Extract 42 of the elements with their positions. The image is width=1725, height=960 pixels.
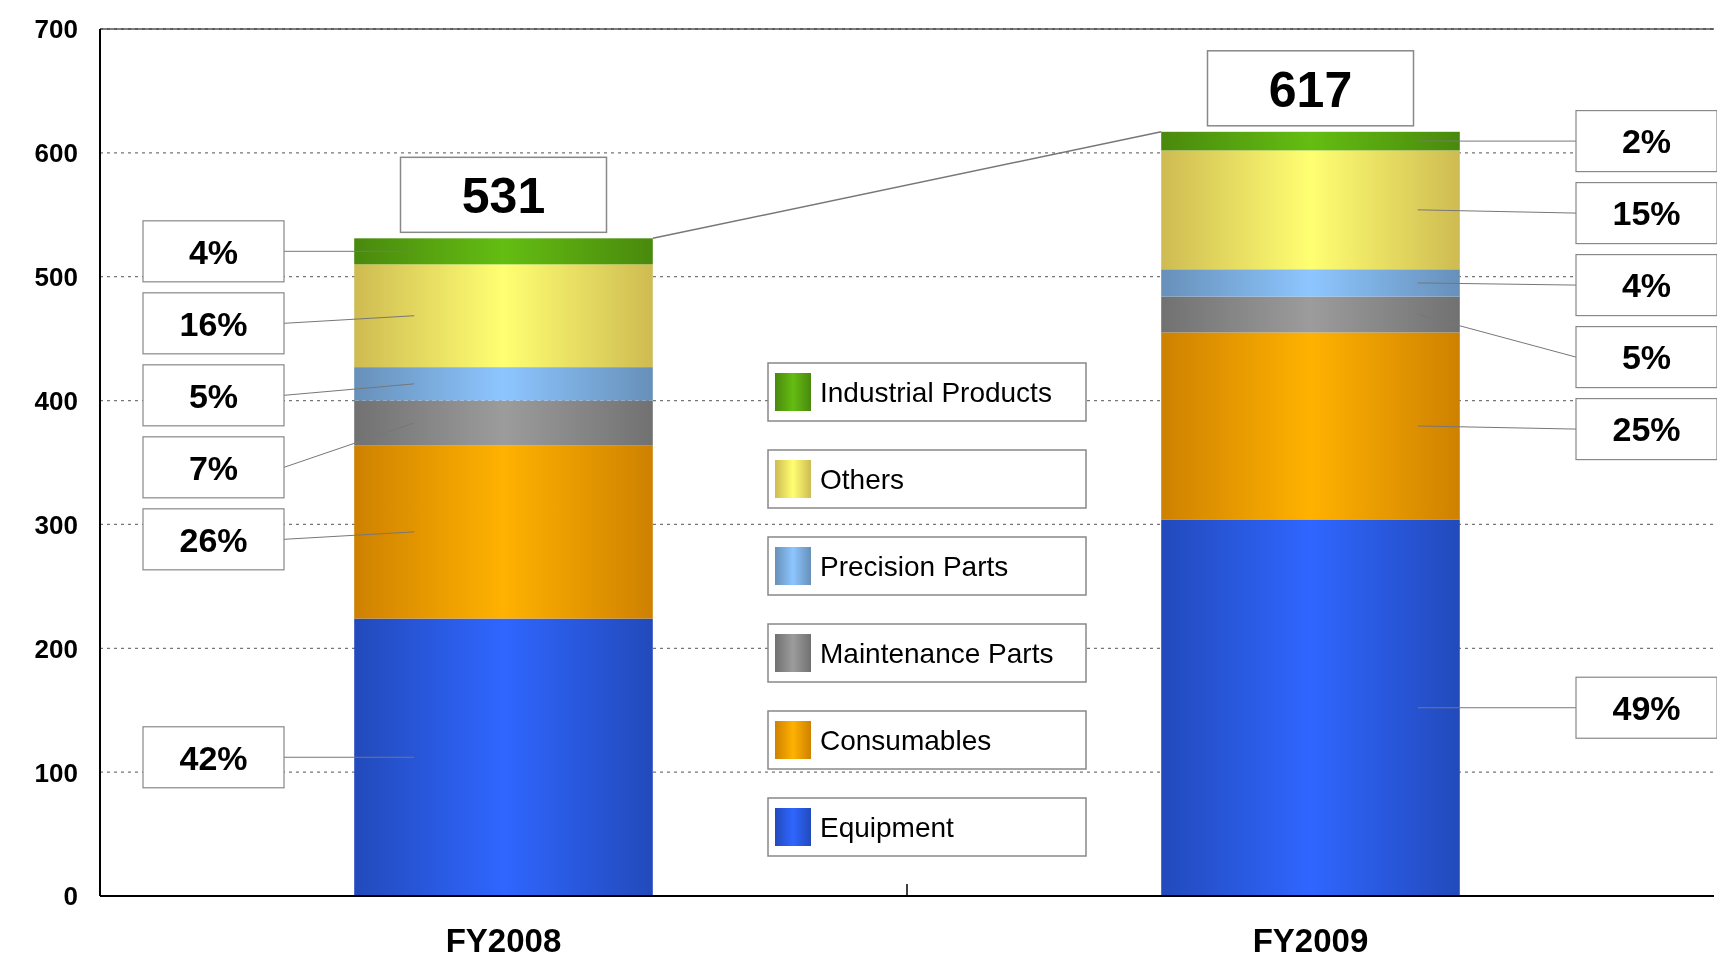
y-tick-label: 700: [34, 14, 78, 45]
y-tick-label: 300: [34, 509, 78, 540]
annotation: 5%: [1621, 338, 1672, 377]
bar: [1161, 269, 1460, 297]
annotation: 2%: [1621, 122, 1672, 161]
annotation: 49%: [1612, 688, 1681, 727]
annotation: 4%: [1621, 266, 1672, 305]
bar: [354, 618, 653, 896]
y-tick-label: 600: [34, 138, 78, 169]
bar: [1161, 296, 1460, 333]
total-label: 531: [461, 168, 546, 225]
legend-label: Equipment: [820, 812, 955, 844]
y-tick-label: 400: [34, 385, 78, 416]
annotation: 25%: [1612, 410, 1681, 449]
legend-label: Others: [820, 464, 905, 496]
bar: [1161, 131, 1460, 151]
y-tick-label: 200: [34, 633, 78, 664]
y-tick-label: 100: [34, 757, 78, 788]
x-tick-label: FY2009: [1252, 922, 1369, 959]
annotation: 5%: [188, 376, 239, 415]
annotation: 16%: [179, 304, 248, 343]
legend-label: Industrial Products: [820, 377, 1052, 409]
bar: [1161, 519, 1460, 896]
x-tick-label: FY2008: [445, 922, 562, 959]
bar: [354, 238, 653, 265]
legend-label: Precision Parts: [820, 551, 1009, 583]
legend-label: Maintenance Parts: [820, 638, 1054, 670]
y-tick-label: 500: [34, 262, 78, 293]
annotation: 26%: [179, 520, 248, 559]
bar: [354, 400, 653, 446]
bar: [354, 367, 653, 401]
bar: [1161, 150, 1460, 270]
legend-label: Consumables: [820, 725, 992, 757]
bar: [354, 445, 653, 619]
annotation: 15%: [1612, 194, 1681, 233]
bar: [1161, 332, 1460, 520]
annotation: 4%: [188, 232, 239, 271]
annotation: 42%: [179, 738, 248, 777]
total-label: 617: [1268, 61, 1353, 118]
y-tick-label: 0: [63, 881, 78, 912]
bar: [354, 264, 653, 368]
annotation: 7%: [188, 448, 239, 487]
